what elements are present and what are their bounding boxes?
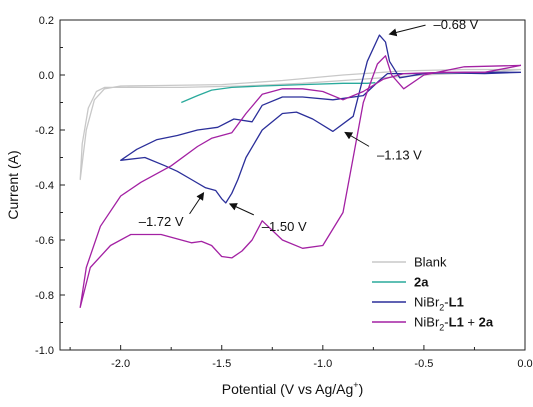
annotation-arrow (189, 192, 205, 215)
legend-label-plus: + (464, 315, 479, 330)
legend-label-dash: - (444, 315, 448, 330)
x-axis-title-main: Potential (V vs Ag/Ag (222, 381, 354, 397)
legend-label-base: NiBr (414, 295, 440, 310)
annotation-label: –1.13 V (377, 147, 422, 162)
legend-label-dash: - (444, 295, 448, 310)
legend-label: NiBr2-L1 (414, 295, 464, 313)
legend-label-bold: L1 (449, 295, 464, 310)
legend-label: NiBr2-L1 + 2a (414, 315, 494, 333)
series-line-blank (79, 68, 522, 181)
legend-label-bold: L1 (449, 315, 464, 330)
y-tick-label: 0.0 (39, 70, 54, 82)
legend-label: 2a (414, 275, 429, 290)
legend-label-text: 2a (414, 275, 429, 290)
legend-label-sub: 2 (439, 323, 444, 333)
y-tick-label: 0.2 (39, 15, 54, 27)
x-axis-title-end: ) (359, 381, 364, 397)
y-tick-label: -0.8 (35, 290, 54, 302)
x-tick-label: -2.0 (111, 358, 130, 370)
series-line-nibr-l1-2a (79, 55, 522, 309)
legend-label-bold-end: 2a (479, 315, 494, 330)
annotation-arrow (344, 131, 370, 147)
x-tick-label: -1.5 (212, 358, 231, 370)
x-axis-title: Potential (V vs Ag/Ag+) (222, 380, 363, 397)
legend-label-sub: 2 (439, 303, 444, 313)
annotation-label: –0.68 V (434, 17, 479, 32)
y-axis-title: Current (A) (5, 150, 21, 219)
x-tick-label: -1.0 (313, 358, 332, 370)
legend-label-base: NiBr (414, 315, 440, 330)
annotation-label: –1.72 V (139, 214, 184, 229)
annotation-label: –1.50 V (262, 219, 307, 234)
series-line-2a (181, 82, 376, 104)
annotation-arrow (228, 203, 255, 216)
series-line-nibr-l1 (120, 34, 522, 204)
legend-label-text: Blank (414, 255, 447, 270)
x-axis-title-sup: + (353, 380, 358, 390)
x-tick-label: 0.0 (517, 358, 532, 370)
x-tick-label: -0.5 (414, 358, 433, 370)
y-tick-label: -1.0 (35, 345, 54, 357)
annotation-arrow (388, 24, 426, 37)
y-tick-label: -0.4 (35, 180, 54, 192)
y-tick-label: -0.6 (35, 235, 54, 247)
legend-label: Blank (414, 255, 447, 270)
y-tick-label: -0.2 (35, 125, 54, 137)
